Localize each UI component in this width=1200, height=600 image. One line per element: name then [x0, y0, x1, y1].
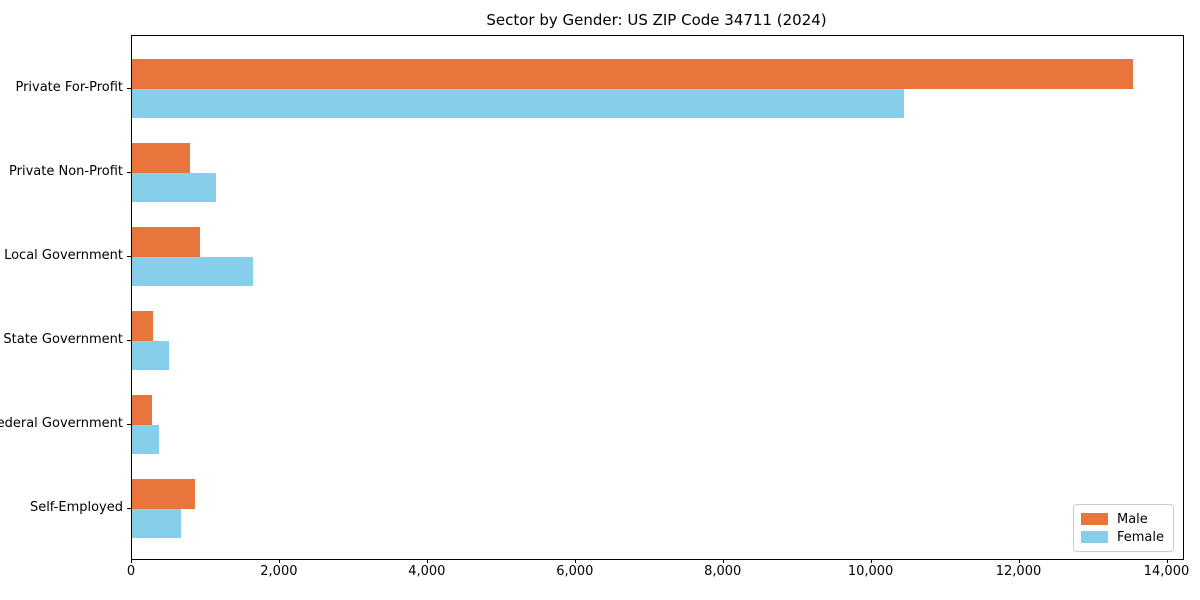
y-tick-label: Private Non-Profit [9, 163, 123, 179]
bar-female-6 [132, 508, 181, 539]
y-tick-label: Self-Employed [29, 499, 123, 515]
bar-male-3 [132, 227, 200, 257]
x-tick-mark [574, 559, 576, 563]
bar-male-2 [132, 143, 191, 173]
legend-swatch-female [1080, 531, 1108, 543]
x-tick-label: 4,000 [408, 564, 446, 579]
bar-male-1 [132, 59, 1133, 89]
bar-female-4 [132, 340, 169, 371]
x-tick-label: 12,000 [995, 564, 1042, 579]
x-tick-label: 8,000 [704, 564, 742, 579]
x-tick-mark [1018, 559, 1020, 563]
legend-item-female: Female [1080, 528, 1164, 546]
y-tick-mark [127, 87, 131, 89]
legend-item-male: Male [1080, 510, 1164, 528]
bar-male-5 [132, 395, 152, 425]
y-tick-mark [127, 507, 131, 509]
x-tick-mark [131, 559, 132, 563]
x-tick-label: 14,000 [1143, 564, 1190, 579]
y-tick-label: Local Government [4, 247, 123, 263]
x-tick-mark [1166, 559, 1168, 563]
y-tick-label: State Government [3, 331, 123, 347]
legend-swatch-male [1080, 513, 1108, 525]
x-tick-label: 6,000 [556, 564, 594, 579]
bar-female-2 [132, 172, 217, 203]
y-tick-mark [127, 423, 131, 425]
legend-label: Male [1116, 511, 1148, 527]
bar-female-3 [132, 256, 253, 287]
x-tick-label: 0 [126, 564, 136, 579]
y-tick-mark [127, 255, 131, 257]
x-tick-mark [278, 559, 280, 563]
legend: Male Female [1072, 504, 1174, 552]
bar-female-1 [132, 88, 905, 119]
y-tick-mark [127, 171, 131, 173]
plot-area: Male Female [131, 35, 1184, 560]
bar-male-4 [132, 311, 154, 341]
y-tick-mark [127, 339, 131, 341]
bar-female-5 [132, 424, 160, 455]
y-tick-label: Federal Government [0, 415, 123, 431]
y-tick-label: Private For-Profit [15, 79, 123, 95]
x-tick-label: 2,000 [260, 564, 298, 579]
bar-male-6 [132, 479, 195, 509]
chart-title: Sector by Gender: US ZIP Code 34711 (202… [486, 11, 827, 29]
x-tick-mark [722, 559, 724, 563]
x-tick-label: 10,000 [847, 564, 894, 579]
x-tick-mark [870, 559, 872, 563]
legend-label: Female [1116, 529, 1164, 545]
x-tick-mark [426, 559, 428, 563]
